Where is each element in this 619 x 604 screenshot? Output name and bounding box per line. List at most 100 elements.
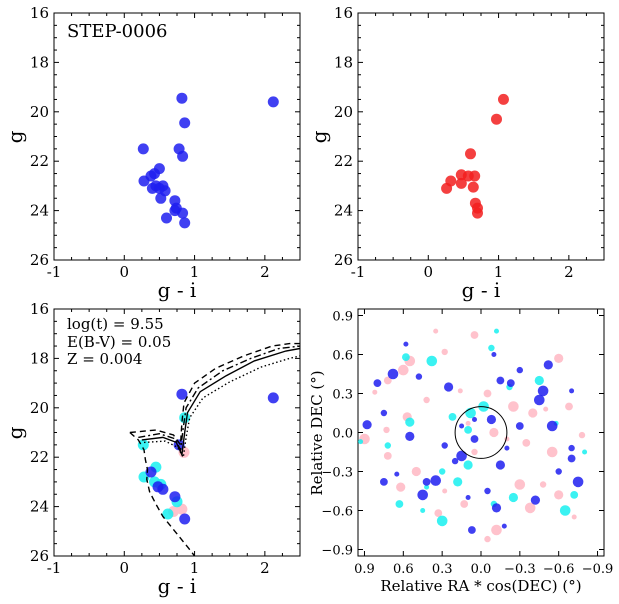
- data-point-blue: [179, 513, 191, 525]
- data-point-blue: [394, 471, 400, 477]
- data-point-blue: [380, 478, 388, 486]
- data-point-pink: [465, 420, 471, 426]
- data-point-blue: [267, 392, 279, 404]
- data-point-cyan: [464, 426, 472, 434]
- data-point-cyan: [424, 484, 430, 490]
- data-point-blue: [451, 457, 459, 465]
- x-tick-label: 0.6: [393, 562, 414, 577]
- isochrone-curves: [129, 342, 300, 556]
- data-point-members: [149, 168, 160, 180]
- x-tick-label: 0.0: [471, 562, 492, 577]
- x-tick-label: 0.3: [432, 562, 453, 577]
- y-axis-label: g: [3, 130, 27, 143]
- data-point-blue: [362, 420, 372, 430]
- data-point-pink: [383, 376, 392, 385]
- y-tick-label: −0.3: [321, 466, 353, 481]
- x-tick-label: 2: [260, 263, 270, 281]
- data-point-cyan: [463, 460, 473, 470]
- data-point-pink: [483, 389, 492, 398]
- data-point-blue: [472, 417, 477, 422]
- data-point-blue: [456, 450, 467, 462]
- data-point-pink: [484, 535, 491, 543]
- y-tick-label: 22: [30, 448, 49, 466]
- data-point-pink: [460, 500, 469, 508]
- data-point-pink: [571, 514, 577, 520]
- data-point-cyan: [436, 515, 448, 527]
- data-point-pink: [543, 406, 549, 412]
- data-point-pink: [554, 353, 564, 363]
- y-tick-label: 22: [334, 152, 353, 170]
- axis-ticks: -1 0 1 2 16 18 20 22 24 26: [30, 300, 301, 577]
- y-tick-label: −0.6: [321, 505, 353, 520]
- axis-ticks: -1 0 1 2 16 18 20 22 24 26: [334, 4, 605, 281]
- data-points: [137, 92, 279, 229]
- data-point-blue: [515, 422, 524, 430]
- x-tick-label: 2: [260, 559, 270, 577]
- data-point-members: [177, 150, 189, 162]
- data-point-members: [137, 143, 149, 155]
- annotation-metallicity: Z = 0.004: [67, 350, 142, 368]
- data-point-selected: [472, 207, 483, 219]
- data-point-blue: [169, 491, 181, 503]
- data-point-cyan: [582, 449, 588, 455]
- data-point-cyan: [426, 355, 438, 367]
- data-point-blue: [417, 489, 429, 501]
- data-point-blue: [491, 503, 502, 513]
- data-point-cyan: [137, 439, 149, 451]
- panel-cmd-isochrone: -1 0 1 2 16 18 20 22 24 26 log(t) = 9.55 E(B-V) =…: [3, 300, 301, 598]
- data-point-pink: [411, 466, 421, 477]
- y-axis-label: g: [307, 130, 331, 143]
- y-tick-label: −0.9: [321, 544, 353, 559]
- data-point-blue: [470, 435, 479, 443]
- x-tick-label: −0.9: [582, 562, 614, 577]
- data-point-pink: [442, 488, 448, 494]
- y-tick-label: 24: [30, 498, 49, 516]
- data-point-pink: [489, 427, 499, 438]
- data-point-blue: [441, 442, 448, 449]
- selection-circle: [454, 406, 508, 459]
- x-axis-label: Relative RA * cos(DEC) (°): [380, 577, 581, 595]
- data-point-blue: [501, 523, 507, 529]
- chart-title: STEP-0006: [67, 21, 168, 42]
- data-point-selected: [469, 170, 481, 182]
- data-point-pink: [565, 402, 573, 411]
- data-point-blue: [546, 420, 558, 432]
- data-point-pink: [372, 389, 378, 395]
- y-tick-label: 24: [334, 202, 353, 220]
- y-tick-label: 20: [30, 103, 49, 121]
- y-tick-label: 24: [30, 202, 49, 220]
- y-tick-label: 16: [334, 4, 353, 22]
- data-point-selected: [441, 182, 453, 194]
- x-tick-label: -1: [47, 559, 62, 577]
- data-point-pink: [554, 490, 564, 500]
- data-point-selected: [455, 177, 467, 189]
- data-point-cyan: [448, 413, 457, 421]
- data-point-cyan: [508, 492, 518, 503]
- data-point-blue: [415, 373, 423, 380]
- data-point-blue: [567, 454, 576, 463]
- data-point-pink: [423, 396, 430, 404]
- data-point-blue: [430, 475, 442, 486]
- isochrone-line-dashed: [129, 431, 196, 556]
- x-axis-label: g - i: [158, 278, 197, 302]
- isochrone-line-dashdot: [138, 345, 300, 453]
- data-point-cyan: [570, 491, 579, 499]
- data-point-pink: [524, 502, 536, 514]
- x-tick-label: −0.3: [504, 562, 536, 577]
- data-point-blue: [543, 360, 553, 370]
- panel-spatial: 0.9 0.6 0.3 0.0 −0.3 −0.6 −0.90.90.60.30.0−0.3…: [308, 308, 614, 595]
- data-point-pink: [470, 331, 479, 339]
- data-point-blue: [405, 431, 415, 441]
- data-point-pink: [398, 364, 409, 376]
- data-point-cyan: [405, 417, 415, 427]
- data-point-pink: [383, 452, 392, 460]
- data-point-cyan: [559, 505, 571, 516]
- data-points: [137, 388, 279, 525]
- data-point-members: [155, 192, 167, 204]
- data-point-pink: [434, 509, 443, 517]
- data-point-blue: [534, 394, 545, 406]
- y-tick-label: 16: [30, 300, 49, 318]
- data-point-pink: [441, 348, 448, 356]
- y-tick-label: 26: [334, 251, 353, 269]
